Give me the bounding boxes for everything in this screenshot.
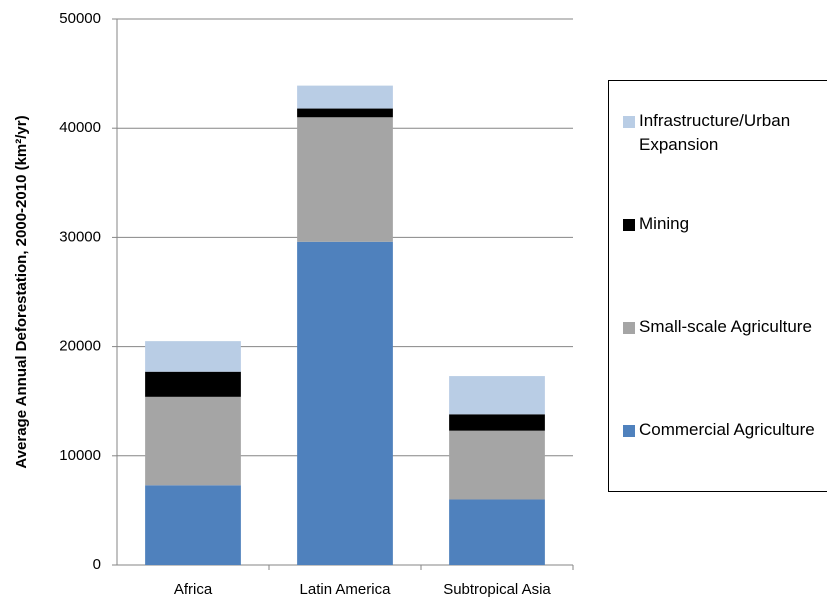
bar-segment — [145, 341, 241, 372]
y-tick-label: 40000 — [59, 119, 101, 136]
bar-segment — [449, 376, 545, 415]
bar-segment — [297, 241, 393, 565]
bar-segment — [297, 117, 393, 242]
y-tick-label: 50000 — [59, 10, 101, 27]
bar-segment — [449, 414, 545, 431]
y-tick-label: 20000 — [59, 338, 101, 355]
bar-segment — [145, 371, 241, 397]
bar-segment — [145, 485, 241, 565]
legend-swatch — [623, 116, 635, 128]
legend-label: Infrastructure/Urban Expansion — [639, 111, 791, 154]
legend-label: Commercial Agriculture — [639, 420, 815, 439]
y-tick-label: 0 — [93, 556, 101, 573]
x-tick-label: Latin America — [300, 581, 392, 598]
bar-segment — [449, 499, 545, 565]
legend-entry: Small-scale Agriculture — [623, 315, 823, 339]
y-axis-title: Average Annual Deforestation, 2000-2010 … — [13, 115, 30, 468]
bar-segment — [145, 396, 241, 486]
bar-segment — [449, 430, 545, 500]
bar-segment — [297, 108, 393, 118]
legend-entry: Infrastructure/Urban Expansion — [623, 109, 823, 157]
legend-entry: Mining — [623, 212, 823, 236]
y-tick-label: 30000 — [59, 228, 101, 245]
x-tick-label: Africa — [174, 581, 213, 598]
legend-label: Small-scale Agriculture — [639, 317, 812, 336]
legend-swatch — [623, 322, 635, 334]
legend-label: Mining — [639, 214, 690, 233]
legend-entry: Commercial Agriculture — [623, 418, 823, 442]
legend-swatch — [623, 425, 635, 437]
bar-segment — [297, 85, 393, 109]
x-tick-label: Subtropical Asia — [443, 581, 551, 598]
legend: Commercial Agriculture Small-scale Agricu… — [608, 80, 827, 492]
legend-swatch — [623, 219, 635, 231]
y-tick-label: 10000 — [59, 447, 101, 464]
